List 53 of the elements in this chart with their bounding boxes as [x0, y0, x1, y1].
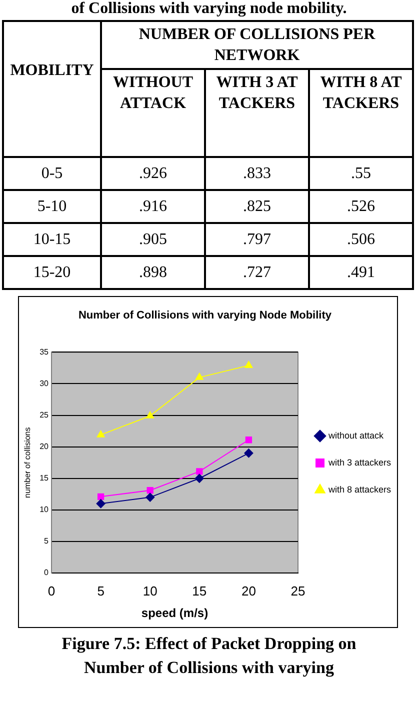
y-tick-label: 10-15 [3, 223, 101, 256]
y-tick-label: 15 [40, 474, 50, 483]
y-tick-label: 5-10 [3, 190, 101, 223]
legend-label: without attack [328, 430, 384, 440]
point [146, 411, 154, 418]
y-tick-label: 10 [40, 505, 50, 514]
y-tick-label: 25 [40, 410, 50, 420]
point [97, 493, 104, 500]
x-tick-label: 20 [241, 583, 256, 598]
point [194, 474, 204, 483]
x-tick-label: WITHOUT ATTACK [101, 69, 205, 157]
data-label: .916 [101, 190, 205, 223]
y-axis-title: number of collisions [23, 427, 32, 498]
point [146, 492, 155, 502]
data-label: .506 [309, 223, 413, 256]
data-label: .833 [205, 157, 309, 190]
chart-title: of Collisions with varying node mobility. [70, 0, 348, 19]
point [146, 487, 154, 494]
y-tick-label: 20 [40, 442, 50, 452]
chart-title: Number of Collisions with varying Node Mobility [78, 310, 332, 322]
point [244, 448, 254, 458]
point [96, 430, 105, 438]
x-tick-label: WITH 8 ATTACKERS [309, 69, 413, 157]
data-label: .898 [101, 256, 205, 289]
y-axis-title: MOBILITY [3, 21, 101, 157]
data-label: .727 [205, 256, 309, 289]
y-tick-label: 15-20 [3, 256, 101, 289]
y-tick-label: 5 [44, 536, 50, 546]
caption: Figure 7.5: Effect of Packet Dropping on Number of Collisions with varying [60, 633, 358, 679]
x-tick-label: 10 [142, 583, 158, 598]
point [245, 436, 252, 444]
data-label: .926 [101, 157, 205, 190]
x-tick-label: 25 [290, 583, 306, 598]
y-tick-label: 30 [40, 378, 50, 388]
x-axis-title: speed (m/s) [141, 606, 208, 620]
x-tick-label: 15 [192, 583, 207, 598]
legend-label: with 8 attackers [328, 484, 392, 494]
data-label: .491 [309, 256, 413, 289]
x-axis-title: NUMBER OF COLLISIONS PER NETWORK [101, 21, 413, 69]
data-label: .55 [309, 157, 413, 190]
data-label: .825 [205, 190, 309, 223]
data-label: .526 [309, 190, 413, 223]
point [244, 360, 253, 368]
y-tick-label: 35 [40, 347, 50, 356]
point [195, 372, 204, 380]
data-label: .797 [205, 223, 309, 256]
point [96, 499, 106, 508]
legend-label: with 3 attackers [328, 457, 392, 468]
point [196, 468, 203, 475]
y-tick-label: 0 [44, 568, 50, 578]
data-label: .905 [101, 223, 205, 256]
y-tick-label: 0-5 [3, 157, 101, 190]
x-tick-label: WITH 3 ATTACKERS [205, 69, 309, 157]
